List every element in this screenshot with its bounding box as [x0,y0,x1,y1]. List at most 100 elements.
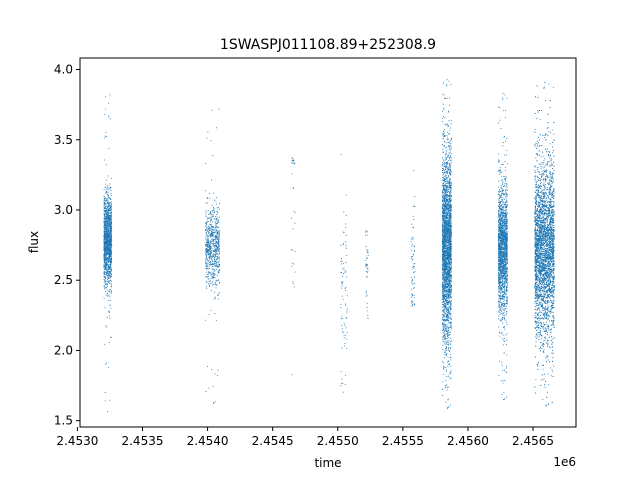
data-point [211,369,212,371]
data-point [445,354,447,356]
data-point [442,362,444,364]
data-point [446,389,448,391]
data-point [342,295,343,297]
data-point [447,256,449,258]
data-point [446,266,448,268]
data-point [443,249,445,251]
data-point [448,204,450,206]
data-point [217,249,219,251]
data-point [450,196,452,198]
data-point [107,224,109,225]
data-point [341,324,343,326]
data-point [110,270,112,272]
data-point [449,287,451,288]
data-point [446,257,448,259]
data-point [446,225,448,227]
data-point [443,229,444,231]
data-point [450,184,452,186]
data-point [447,323,449,325]
data-point [444,255,446,257]
data-point [216,248,218,250]
data-point [342,382,344,384]
data-point [413,205,415,207]
data-point [446,309,448,311]
data-point [210,273,212,275]
data-point [443,109,445,111]
data-point [109,245,111,247]
data-point [448,157,450,159]
data-point [109,247,111,249]
data-point [213,269,215,271]
data-point [111,240,113,242]
data-point [442,325,444,327]
data-point [104,235,106,237]
data-point [108,234,110,236]
data-point [449,225,451,227]
data-point [105,211,107,213]
data-point [442,273,444,275]
data-point [442,291,444,293]
data-point [111,280,112,282]
data-point [216,233,218,235]
data-point [217,221,219,223]
data-point [449,269,451,271]
data-point [365,257,367,259]
data-point [104,221,106,223]
data-point [443,268,445,270]
data-point [445,226,447,228]
data-point [111,269,113,271]
data-point [450,404,451,406]
data-point [446,189,448,191]
data-point [449,253,451,255]
data-point [450,255,452,257]
data-point [214,232,216,234]
data-point [449,229,451,231]
data-point [215,287,217,289]
data-point [110,217,112,219]
data-point [443,216,445,218]
data-point [448,262,450,264]
data-point [212,385,214,387]
data-point [411,244,413,246]
data-point [210,247,212,249]
data-point [446,340,448,342]
data-point [214,277,216,279]
data-point [445,251,447,253]
data-point [443,160,445,162]
data-point [443,310,445,312]
data-point [108,268,110,269]
data-point [209,256,211,258]
data-point [445,199,447,201]
data-point [448,230,450,232]
data-point [110,227,112,229]
data-point [442,310,444,312]
data-point [346,312,348,314]
data-point [414,276,415,278]
data-point [105,255,107,257]
data-point [108,294,110,296]
data-point [110,286,112,288]
data-point [108,237,110,238]
data-point [450,348,452,350]
data-point [210,252,212,254]
data-point [107,214,109,216]
data-point [366,302,368,304]
data-point [218,244,220,246]
data-point [105,199,107,201]
data-point [109,275,111,276]
data-point [442,275,444,277]
data-point [108,272,110,274]
data-point [444,274,446,276]
data-point [107,247,109,249]
data-point [103,204,105,206]
data-point [449,312,451,314]
data-point [449,292,451,294]
data-point [209,254,211,256]
data-point [106,265,108,267]
data-point [448,238,450,240]
data-point [207,239,209,241]
data-point [103,276,105,278]
data-point [104,231,106,233]
data-point [448,231,449,233]
data-point [208,278,210,280]
